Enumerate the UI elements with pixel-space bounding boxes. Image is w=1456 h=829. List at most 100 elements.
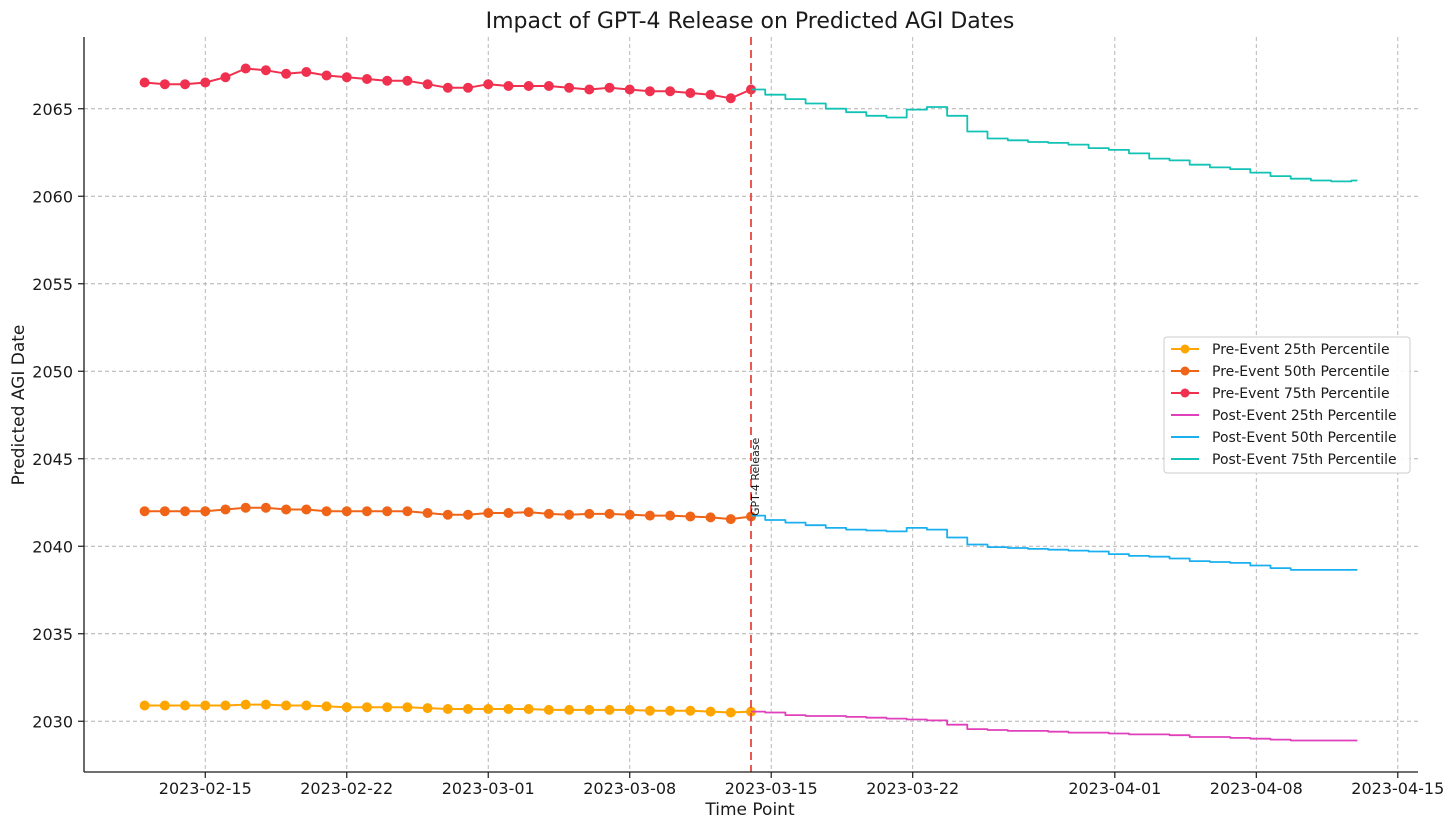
- data-point: [422, 508, 433, 518]
- data-point: [584, 704, 595, 715]
- legend-marker: [1180, 366, 1190, 376]
- legend-marker: [1180, 388, 1190, 398]
- data-point: [705, 512, 716, 523]
- data-point: [442, 509, 453, 520]
- data-point: [240, 502, 251, 513]
- data-point: [139, 506, 150, 517]
- y-axis-ticks: 2030 2035 2040 2045 2050 2055 2060 2065: [32, 100, 84, 731]
- data-point: [159, 79, 170, 90]
- data-point: [564, 509, 575, 520]
- series-post-event-25th-percentile: [751, 710, 1358, 742]
- data-point: [159, 506, 170, 517]
- data-point: [624, 84, 635, 95]
- data-point: [503, 704, 514, 714]
- data-point: [321, 701, 332, 712]
- legend-item: Pre-Event 25th Percentile: [1171, 342, 1390, 358]
- data-point: [442, 82, 453, 93]
- legend-box: [1163, 336, 1411, 474]
- data-point: [644, 510, 655, 521]
- data-point: [523, 704, 534, 714]
- legend-label: Pre-Event 75th Percentile: [1212, 386, 1390, 402]
- data-point: [463, 509, 474, 520]
- legend: Pre-Event 25th Percentile Pre-Event 50th …: [1163, 336, 1411, 474]
- data-point: [463, 82, 474, 93]
- data-point: [564, 82, 575, 93]
- data-point: [604, 508, 615, 519]
- x-tick-label: 2023-03-22: [866, 779, 959, 798]
- legend-label: Post-Event 50th Percentile: [1212, 430, 1397, 446]
- data-point: [240, 63, 251, 74]
- data-point: [341, 506, 352, 517]
- data-point: [725, 514, 736, 525]
- x-tick-label: 2023-04-15: [1351, 779, 1444, 798]
- series-line: [751, 88, 1358, 183]
- data-point: [361, 74, 372, 84]
- data-point: [543, 508, 554, 519]
- event-label: GPT-4 Release: [749, 437, 762, 516]
- data-point: [382, 75, 393, 86]
- data-point: [341, 72, 352, 83]
- data-point: [200, 77, 211, 88]
- x-tick-label: 2023-03-15: [725, 779, 818, 798]
- data-point: [584, 84, 595, 95]
- series-pre-event-50th-percentile: [139, 502, 756, 525]
- data-point: [584, 508, 595, 519]
- data-point: [422, 79, 433, 90]
- x-tick-label: 2023-04-01: [1068, 779, 1161, 798]
- data-point: [180, 506, 191, 517]
- series-pre-event-25th-percentile: [139, 699, 756, 718]
- data-point: [604, 82, 615, 93]
- data-point: [725, 93, 736, 104]
- data-point: [644, 86, 655, 97]
- x-axis-ticks: 2023-02-15 2023-02-22 2023-03-01 2023-03-08…: [159, 772, 1444, 798]
- y-axis-label: Predicted AGI Date: [9, 325, 29, 486]
- chart-title: Impact of GPT-4 Release on Predicted AGI…: [486, 9, 1015, 34]
- legend-item: Post-Event 50th Percentile: [1171, 430, 1397, 446]
- data-point: [361, 702, 372, 713]
- data-point: [321, 506, 332, 517]
- data-point: [685, 511, 696, 522]
- series-layer: [139, 63, 1358, 742]
- data-point: [442, 704, 453, 714]
- x-tick-label: 2023-03-01: [442, 779, 535, 798]
- x-tick-label: 2023-02-15: [159, 779, 252, 798]
- data-point: [159, 700, 170, 711]
- y-tick-label: 2060: [32, 187, 73, 206]
- x-tick-label: 2023-02-22: [300, 779, 393, 798]
- data-point: [260, 699, 271, 710]
- legend-label: Post-Event 75th Percentile: [1212, 452, 1397, 468]
- data-point: [402, 506, 413, 517]
- legend-label: Pre-Event 50th Percentile: [1212, 364, 1390, 380]
- legend-label: Post-Event 25th Percentile: [1212, 408, 1397, 424]
- data-point: [301, 67, 312, 77]
- data-point: [260, 65, 271, 76]
- x-tick-label: 2023-03-08: [583, 779, 676, 798]
- data-point: [665, 86, 676, 97]
- data-point: [402, 702, 413, 713]
- data-point: [543, 81, 554, 91]
- axes: [83, 37, 1418, 773]
- data-point: [382, 702, 393, 713]
- data-point: [523, 507, 534, 518]
- data-point: [523, 81, 534, 91]
- data-point: [200, 700, 211, 711]
- data-point: [139, 77, 150, 88]
- series-pre-event-75th-percentile: [139, 63, 756, 104]
- data-point: [705, 706, 716, 717]
- legend-item: Pre-Event 50th Percentile: [1171, 364, 1390, 380]
- data-point: [240, 699, 251, 710]
- legend-item: Post-Event 25th Percentile: [1171, 408, 1397, 424]
- y-tick-label: 2045: [32, 450, 73, 469]
- data-point: [382, 506, 393, 517]
- data-point: [180, 79, 191, 90]
- data-point: [644, 705, 655, 716]
- data-point: [685, 705, 696, 716]
- data-point: [200, 506, 211, 517]
- data-point: [260, 502, 271, 513]
- y-tick-label: 2035: [32, 625, 73, 644]
- data-point: [281, 68, 292, 79]
- y-tick-label: 2030: [32, 712, 73, 731]
- data-point: [685, 88, 696, 98]
- series-post-event-50th-percentile: [751, 514, 1358, 571]
